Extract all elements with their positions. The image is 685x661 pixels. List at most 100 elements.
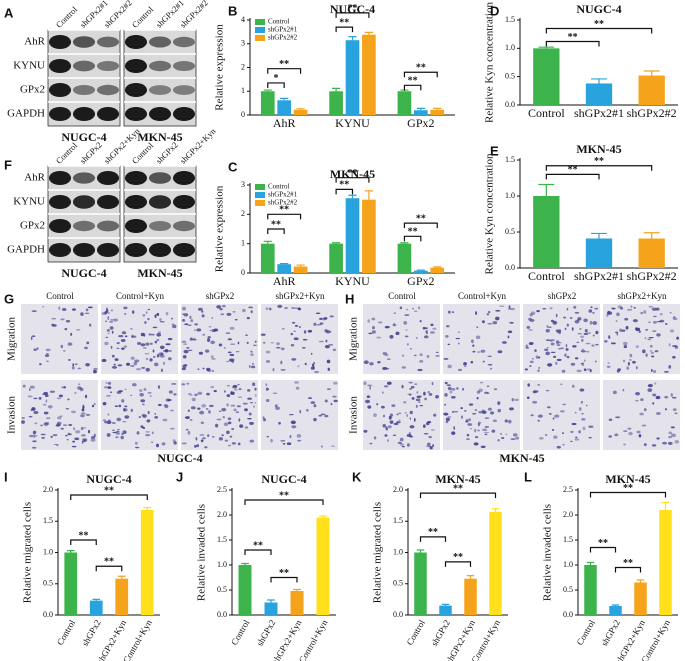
- micrograph-cell: [226, 394, 231, 398]
- micrograph-cell: [607, 361, 610, 364]
- micrograph-cell: [574, 357, 579, 360]
- micrograph-cell: [468, 418, 471, 422]
- micrograph-cell: [527, 383, 530, 387]
- micrograph-cell: [280, 347, 285, 351]
- y-axis-label: Relative invaded cells: [196, 504, 208, 601]
- blot-lane-label: Control: [130, 4, 156, 30]
- micrograph-cell: [226, 312, 232, 316]
- micrograph-cell: [138, 416, 142, 419]
- micrograph-cell: [253, 344, 257, 346]
- micrograph-cell: [320, 413, 326, 416]
- micrograph-cell: [457, 331, 461, 333]
- micrograph-cell: [226, 385, 231, 387]
- micrograph-cell: [495, 309, 501, 312]
- legend-swatch: [255, 192, 265, 198]
- micrograph-cell: [77, 386, 83, 390]
- micrograph-cell: [537, 356, 541, 359]
- micrograph-cell: [585, 404, 588, 407]
- micrograph-cell: [295, 386, 300, 390]
- micrograph-cell: [82, 438, 88, 441]
- micrograph-cell: [254, 394, 257, 397]
- blot-band: [48, 107, 72, 121]
- micrograph-cell: [511, 398, 514, 402]
- y-tick-label: 2: [241, 209, 245, 218]
- micrograph-cell: [453, 426, 456, 430]
- micrograph-cell: [149, 358, 153, 362]
- micrograph-cell: [363, 360, 369, 365]
- y-tick-label: 3: [241, 180, 245, 189]
- micrograph-cell: [252, 362, 254, 365]
- micrograph-cell: [330, 445, 336, 447]
- micrograph-cell: [181, 340, 187, 343]
- micrograph-cell: [93, 402, 96, 406]
- micrograph-cell: [291, 425, 297, 429]
- micrograph-cell: [577, 316, 582, 321]
- micrograph-cell: [478, 388, 483, 393]
- micrograph-cell: [158, 403, 162, 407]
- micrograph-cell: [558, 332, 561, 335]
- significance-bracket: [335, 26, 354, 33]
- micrograph-cell: [216, 305, 222, 309]
- micrograph-cell: [640, 311, 644, 315]
- significance-label: **: [104, 557, 114, 568]
- micrograph-cell: [242, 402, 248, 405]
- micrograph-cell: [183, 349, 189, 354]
- micrograph-cell: [592, 321, 598, 325]
- micrograph-cell: [561, 369, 566, 373]
- micrograph-cell: [145, 342, 150, 346]
- micrograph-cell: [481, 409, 485, 413]
- micrograph-cell: [32, 446, 37, 449]
- micrograph-cell: [210, 385, 215, 389]
- micrograph-cell: [564, 353, 567, 357]
- y-tick-label: 1.5: [43, 516, 53, 525]
- micrograph-cell: [431, 381, 434, 386]
- x-tick-label: AhR: [273, 274, 296, 288]
- micrograph-cell: [487, 363, 493, 366]
- micrograph-cell: [652, 393, 657, 397]
- micrograph-cell: [320, 445, 324, 448]
- significance-bracket: [545, 165, 653, 171]
- micrograph-cell: [647, 383, 653, 388]
- micrograph-cell: [123, 408, 126, 412]
- bar: [585, 238, 613, 268]
- micrograph-cell: [115, 436, 119, 439]
- micrograph-cell: [409, 417, 412, 421]
- blot-row-label: AhR: [24, 36, 45, 48]
- blot-band: [124, 107, 148, 121]
- micrograph-cell: [460, 407, 464, 410]
- micrograph-cell: [111, 422, 116, 424]
- micrograph-cell: [422, 424, 426, 428]
- micrograph-cell: [538, 367, 541, 369]
- micrograph-cell: [71, 366, 75, 370]
- micrograph-cell: [187, 349, 193, 351]
- micrograph-cell: [476, 396, 479, 400]
- micrograph-cell: [392, 434, 397, 436]
- micrograph-cell: [241, 308, 246, 313]
- micrograph-cell: [306, 409, 309, 412]
- micrograph-cell: [560, 383, 563, 386]
- micrograph-cell: [413, 354, 417, 357]
- micrograph-cell: [547, 363, 553, 367]
- micrograph-cell: [408, 381, 413, 384]
- micrograph-cell: [654, 382, 657, 385]
- micrograph-cell: [626, 366, 630, 370]
- x-tick-label: shGPx2: [599, 618, 622, 648]
- significance-bracket: [419, 536, 447, 542]
- micrograph-cell: [406, 343, 409, 346]
- micrograph-cell: [482, 320, 485, 324]
- micrograph-cell: [42, 403, 47, 406]
- micrograph-cell: [554, 414, 560, 418]
- micrograph-cell: [663, 371, 669, 373]
- micrograph-cell: [578, 430, 581, 434]
- micrograph-cell: [122, 420, 127, 423]
- micrograph-cell: [227, 417, 232, 421]
- legend-label: shGPx2#2: [268, 34, 298, 42]
- micrograph-cell: [147, 410, 150, 415]
- micrograph-cell: [556, 445, 561, 449]
- micrograph-caption: MKN-45: [499, 451, 544, 465]
- y-tick-label: 0.0: [217, 610, 227, 619]
- micrograph-cell: [491, 429, 496, 433]
- micrograph-cell: [106, 307, 108, 311]
- micrograph-cell: [528, 329, 533, 331]
- micrograph-cell: [507, 307, 512, 310]
